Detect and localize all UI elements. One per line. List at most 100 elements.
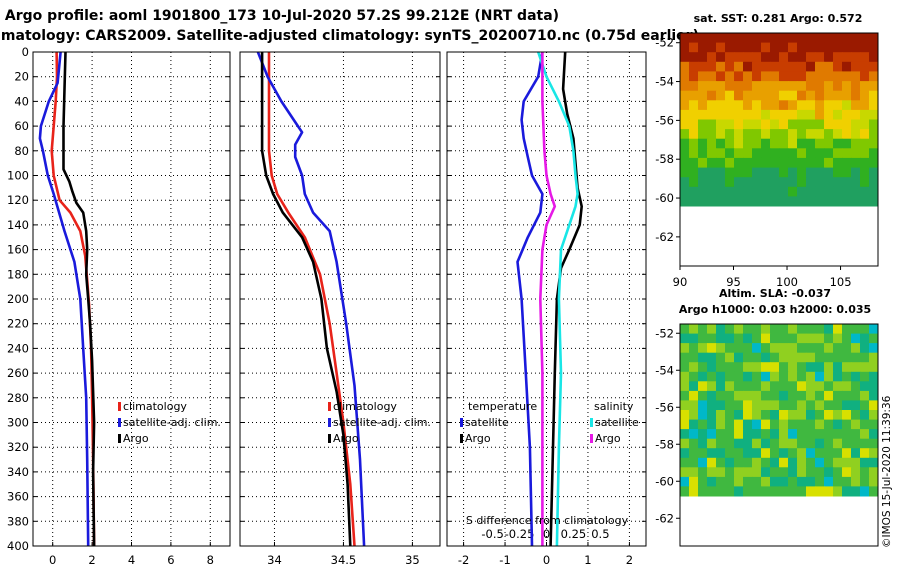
map-cell	[806, 486, 816, 497]
map-cell	[680, 157, 690, 168]
map-cell	[680, 196, 690, 207]
map-cell	[797, 109, 807, 120]
map-cell	[761, 467, 771, 478]
map-cell	[824, 90, 834, 101]
map-cell	[824, 486, 834, 497]
map-cell	[743, 476, 753, 487]
map-cell	[743, 390, 753, 401]
map-cell	[869, 362, 879, 373]
map-cell	[869, 196, 879, 207]
map-cell	[824, 400, 834, 411]
map-frame	[679, 32, 879, 267]
map-cell	[869, 167, 879, 178]
map-cell	[869, 157, 879, 168]
map-cell	[725, 81, 735, 92]
map-cell	[716, 476, 726, 487]
map-cell	[680, 52, 690, 63]
salinity-legend: climatology satellite-adj. clim. Argo	[333, 400, 431, 445]
map-cell	[698, 177, 708, 188]
map-cell	[707, 186, 717, 197]
map-cell	[689, 196, 699, 207]
map-cell	[806, 167, 816, 178]
map-cell	[788, 100, 798, 111]
map-cell	[797, 486, 807, 497]
map-cell	[734, 390, 744, 401]
map-cell	[842, 42, 852, 53]
map-cell	[806, 148, 816, 159]
map-cell	[698, 90, 708, 101]
map-cell	[851, 90, 861, 101]
map-cell	[860, 157, 870, 168]
map-cell	[842, 33, 852, 44]
map-cell	[833, 410, 843, 421]
map-cell	[806, 109, 816, 120]
map-cell	[743, 429, 753, 440]
map-cell	[761, 129, 771, 140]
map-cell	[851, 448, 861, 459]
map-cell	[680, 390, 690, 401]
map-cell	[743, 438, 753, 449]
map-cell	[833, 71, 843, 82]
map-cell	[761, 324, 771, 335]
depth-tick-label: 320	[7, 440, 29, 454]
map-cell	[797, 33, 807, 44]
map-cell	[761, 486, 771, 497]
map-cell	[698, 157, 708, 168]
map-cell	[716, 61, 726, 72]
map-cell	[824, 419, 834, 430]
map-cell	[833, 81, 843, 92]
map-cell	[680, 109, 690, 120]
map-cell	[833, 90, 843, 101]
map-cell	[743, 352, 753, 363]
series-line-salinity-satellite	[536, 51, 579, 547]
map-cell	[698, 196, 708, 207]
map-cell	[725, 148, 735, 159]
map-cell	[797, 100, 807, 111]
map-cell	[869, 186, 879, 197]
map-cell	[707, 333, 717, 344]
map-cell	[689, 343, 699, 354]
map-cell	[689, 362, 699, 373]
map-cell	[725, 167, 735, 178]
map-cell	[824, 167, 834, 178]
map-cell	[743, 61, 753, 72]
map-cell	[725, 352, 735, 363]
map-cell	[860, 381, 870, 392]
map-cell	[698, 438, 708, 449]
map-cell	[788, 371, 798, 382]
map-cell	[806, 81, 816, 92]
map-cell	[860, 61, 870, 72]
map-cell	[815, 42, 825, 53]
map-cell	[842, 486, 852, 497]
depth-tick-label: 340	[7, 465, 29, 479]
map-cell	[797, 429, 807, 440]
map-cell	[689, 400, 699, 411]
map-cell	[761, 196, 771, 207]
map-cell	[680, 138, 690, 149]
map-cell	[716, 196, 726, 207]
depth-tick-label: 120	[7, 193, 29, 207]
map-cell	[689, 438, 699, 449]
map-cell	[833, 467, 843, 478]
map-cell	[779, 390, 789, 401]
map-cell	[860, 419, 870, 430]
map-cell	[752, 419, 762, 430]
map-cell	[815, 362, 825, 373]
map-cell	[842, 81, 852, 92]
depth-tick-label: 180	[7, 267, 29, 281]
map-cell	[797, 371, 807, 382]
map-cell	[743, 186, 753, 197]
map-cell	[788, 448, 798, 459]
map-cell	[806, 457, 816, 468]
map-cell	[770, 390, 780, 401]
map-cell	[725, 109, 735, 120]
map-cell	[770, 90, 780, 101]
map-cell	[752, 196, 762, 207]
legend-temp-argo: Argo	[465, 432, 491, 445]
map-cell	[797, 438, 807, 449]
series-line-satellite-adj-clim-	[38, 51, 90, 547]
map-cell	[842, 71, 852, 82]
map-cell	[833, 371, 843, 382]
map-cell	[833, 186, 843, 197]
map-cell	[761, 476, 771, 487]
